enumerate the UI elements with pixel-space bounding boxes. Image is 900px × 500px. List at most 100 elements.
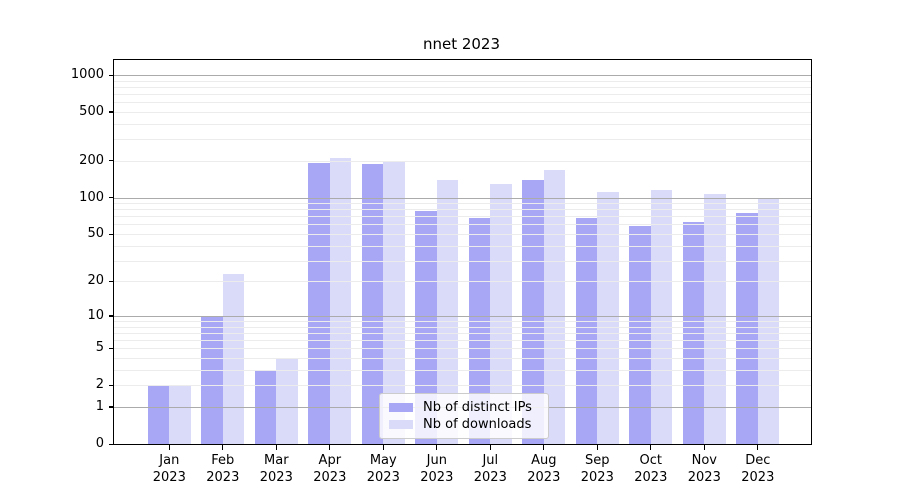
grid-minor-line <box>114 209 811 211</box>
x-tick-month: Jul <box>482 453 499 468</box>
grid-minor-line <box>114 139 811 141</box>
legend-label-distinct-ips: Nb of distinct IPs <box>423 400 532 415</box>
y-tick-mark <box>109 384 114 386</box>
y-tick-mark <box>109 74 114 76</box>
grid-minor-line <box>114 80 811 82</box>
x-tick-mark <box>222 445 224 450</box>
chart-title: nnet 2023 <box>422 35 501 53</box>
bar-downloads-mar <box>276 358 298 444</box>
x-tick-mark <box>382 445 384 450</box>
y-tick-mark <box>109 160 114 162</box>
y-tick-label: 2 <box>95 377 104 393</box>
x-tick-year: 2023 <box>420 470 454 485</box>
x-tick-month: Apr <box>318 453 342 468</box>
x-tick-month: Oct <box>639 453 663 468</box>
grid-minor-line <box>114 123 811 125</box>
x-tick-mark <box>543 445 545 450</box>
x-tick-mark <box>275 445 277 450</box>
x-tick-year: 2023 <box>741 470 775 485</box>
y-tick-label: 500 <box>79 103 104 119</box>
y-tick-label: 50 <box>87 226 104 241</box>
y-tick-label: 100 <box>79 189 104 205</box>
x-tick-month: May <box>369 453 397 468</box>
x-tick-year: 2023 <box>634 470 668 485</box>
x-tick-mark <box>596 445 598 450</box>
x-tick-mark <box>489 445 491 450</box>
grid-minor-line <box>114 260 811 262</box>
x-tick-mark <box>650 445 652 450</box>
x-tick-mark <box>703 445 705 450</box>
bar-distinct-ips-apr <box>308 162 330 444</box>
y-tick-mark <box>109 347 114 349</box>
grid-major-line <box>114 315 811 317</box>
grid-minor-line <box>114 216 811 218</box>
grid-minor-line <box>114 385 811 387</box>
legend: Nb of distinct IPs Nb of downloads <box>379 393 549 439</box>
axis-layer: 0 1 2 5 10 20 50 100 200 500 1000 Jan 2023 Feb 2023 Mar… <box>71 60 811 485</box>
bar-distinct-ips-jul <box>468 217 491 444</box>
y-tick-mark <box>109 197 114 199</box>
x-tick-label: Sep 2023 <box>571 452 625 486</box>
bar-distinct-ips-oct <box>629 226 651 444</box>
x-tick-label: Jan 2023 <box>143 452 197 486</box>
legend-swatch-distinct-ips <box>389 403 413 412</box>
bar-downloads-jul <box>490 183 512 444</box>
grid-minor-line <box>114 102 811 104</box>
grid-minor-line <box>114 234 811 235</box>
x-tick-year: 2023 <box>527 470 561 485</box>
x-tick-label: Oct 2023 <box>624 452 678 486</box>
legend-swatch-downloads <box>389 420 413 429</box>
x-tick-year: 2023 <box>206 470 240 485</box>
grid-layer <box>114 60 811 444</box>
x-tick-label: Jun 2023 <box>410 452 464 486</box>
y-tick-mark <box>109 406 114 408</box>
grid-minor-line <box>114 326 811 328</box>
grid-minor-line <box>114 203 811 205</box>
x-tick-mark <box>168 445 170 450</box>
bar-distinct-ips-feb <box>201 315 223 444</box>
y-tick-label: 1 <box>95 398 104 414</box>
grid-minor-line <box>114 86 811 88</box>
x-tick-label: Apr 2023 <box>303 452 357 486</box>
x-tick-label: Aug 2023 <box>517 452 571 486</box>
bar-downloads-may <box>383 161 405 444</box>
grid-minor-line <box>114 281 811 283</box>
plot-area: 0 1 2 5 10 20 50 100 200 500 1000 Jan 2023 Feb 2023 Mar… <box>71 59 812 485</box>
grid-minor-line <box>114 332 811 334</box>
x-tick-month: Aug <box>531 453 557 468</box>
grid-minor-line <box>114 369 811 371</box>
grid-minor-line <box>114 358 811 360</box>
legend-item-distinct-ips: Nb of distinct IPs <box>389 399 540 416</box>
x-tick-year: 2023 <box>259 470 293 485</box>
y-tick-label: 1000 <box>70 67 104 82</box>
x-tick-label: May 2023 <box>357 452 411 486</box>
grid-minor-line <box>114 321 811 323</box>
x-tick-year: 2023 <box>473 470 507 485</box>
x-tick-year: 2023 <box>687 470 721 485</box>
x-tick-mark <box>436 445 438 450</box>
x-tick-year: 2023 <box>313 470 347 485</box>
bar-downloads-jan <box>169 385 191 444</box>
grid-minor-line <box>114 348 811 350</box>
y-tick-label: 200 <box>79 152 104 168</box>
grid-major-line <box>114 197 811 199</box>
x-tick-mark <box>329 445 331 450</box>
x-tick-label: Dec 2023 <box>731 452 785 486</box>
x-tick-year: 2023 <box>580 470 614 485</box>
bar-distinct-ips-sep <box>575 217 598 444</box>
x-tick-label: Feb 2023 <box>196 452 250 486</box>
y-tick-label: 10 <box>87 307 104 323</box>
bar-downloads-dec <box>757 197 780 444</box>
y-tick-mark <box>109 280 114 283</box>
bar-downloads-sep <box>597 192 619 444</box>
x-tick-label: Nov 2023 <box>678 452 732 486</box>
grid-minor-line <box>114 224 811 226</box>
bar-distinct-ips-jan <box>147 385 170 444</box>
y-tick-label: 20 <box>87 273 104 289</box>
x-tick-month: Jan <box>159 453 180 468</box>
x-tick-month: Nov <box>691 453 717 468</box>
x-tick-month: Dec <box>745 453 771 468</box>
legend-item-downloads: Nb of downloads <box>389 416 540 433</box>
x-tick-mark <box>757 445 759 450</box>
x-tick-month: Mar <box>264 453 289 468</box>
